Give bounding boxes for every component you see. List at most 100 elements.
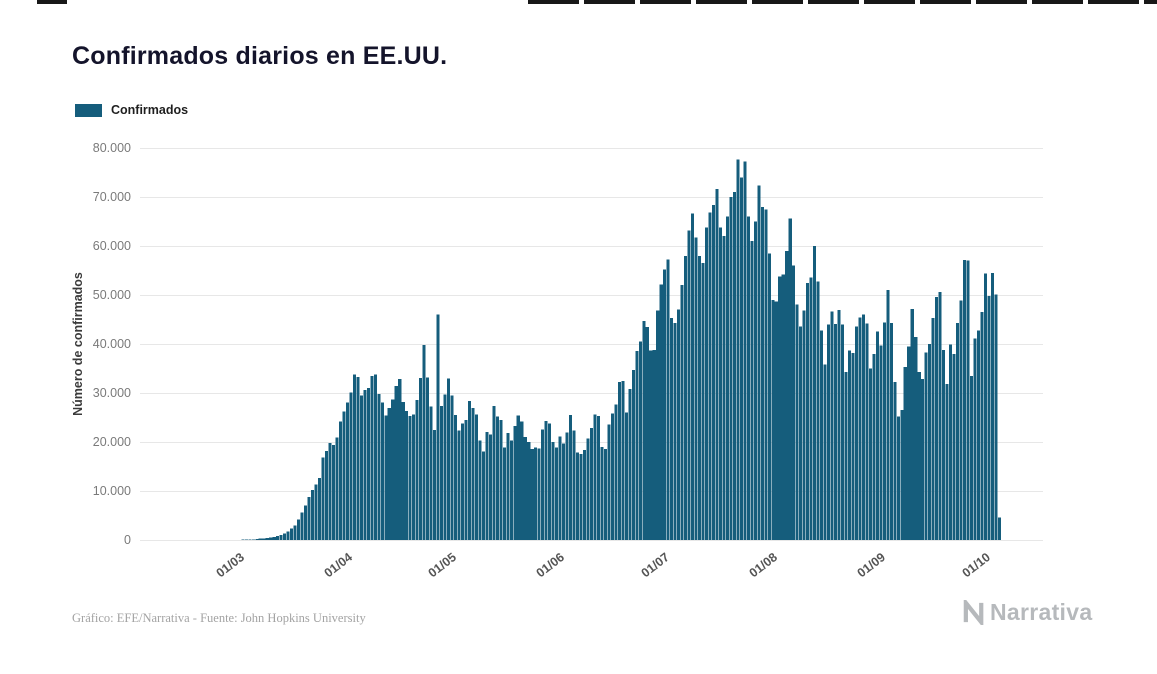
bar [718, 227, 723, 540]
legend-label: Confirmados [111, 103, 189, 117]
bar [290, 528, 294, 540]
bar [610, 413, 614, 540]
x-tick-label: 01/08 [746, 550, 780, 581]
bar [419, 377, 423, 540]
bar [879, 345, 883, 540]
bar [980, 312, 984, 540]
bar [736, 159, 740, 540]
top-edge-artifact [37, 0, 67, 4]
x-tick-label: 01/06 [533, 550, 568, 581]
bar [307, 496, 311, 540]
bar [460, 423, 465, 540]
bar [569, 415, 573, 540]
bar [262, 538, 266, 540]
bar [586, 438, 590, 540]
y-tick-label: 80.000 [92, 141, 131, 155]
bar [624, 412, 628, 540]
bar [882, 322, 886, 540]
bar [516, 415, 520, 540]
bar [680, 285, 684, 540]
x-axis-tick-labels: 01/03 01/04 01/05 01/06 01/07 01/08 01/09 01/10 [140, 540, 1043, 602]
bar [481, 451, 485, 540]
bar [363, 390, 367, 540]
bar [457, 430, 461, 540]
bar [520, 421, 524, 540]
bar [663, 269, 667, 540]
x-tick-label: 01/05 [425, 550, 460, 581]
bar [705, 227, 709, 540]
y-tick-label: 30.000 [92, 386, 131, 400]
bar [426, 377, 430, 540]
bar [907, 346, 911, 540]
bar [593, 414, 597, 540]
bar [806, 282, 810, 540]
bar [990, 272, 994, 540]
bar [767, 253, 771, 540]
bar [802, 310, 806, 540]
bar [910, 309, 914, 540]
bar [513, 425, 517, 540]
bar [628, 389, 632, 540]
bar [380, 402, 384, 540]
bar [670, 318, 674, 540]
bar [945, 384, 949, 540]
brand-wordmark: Narrativa [990, 599, 1093, 625]
bar [293, 525, 297, 540]
bar [349, 392, 353, 540]
bar [589, 427, 594, 540]
y-tick-label: 0 [124, 533, 131, 547]
bar [854, 326, 859, 540]
bar [276, 536, 280, 540]
bar [959, 300, 963, 540]
plot-area [140, 148, 1043, 541]
bar [534, 447, 538, 540]
x-tick-label: 01/03 [213, 550, 247, 581]
bar [537, 448, 541, 540]
bar [408, 416, 412, 540]
bar [286, 531, 290, 540]
gridline [140, 246, 1043, 247]
gridline [140, 540, 1043, 541]
bar [265, 537, 269, 540]
bar [318, 477, 322, 540]
bar [502, 447, 506, 540]
bar [387, 408, 391, 540]
bar [297, 519, 301, 540]
chart-title: Confirmados diarios en EE.UU. [72, 42, 448, 70]
bar [248, 539, 252, 540]
bar [328, 442, 332, 540]
gridline [140, 344, 1043, 345]
bar [447, 378, 451, 540]
bar [582, 449, 587, 540]
x-tick-label: 01/09 [854, 550, 889, 581]
bar [858, 317, 862, 540]
bar [952, 353, 956, 540]
bar [732, 192, 736, 540]
bar [827, 324, 831, 540]
bar [785, 250, 789, 540]
bar [809, 277, 813, 540]
bar [272, 536, 276, 540]
bar [746, 216, 750, 540]
bar [725, 216, 730, 540]
bar [722, 236, 726, 540]
bar [872, 353, 876, 540]
bar [820, 330, 824, 540]
bar [251, 539, 255, 540]
bar [607, 424, 611, 540]
bar [847, 350, 852, 540]
bar [900, 410, 904, 540]
bar [366, 388, 370, 540]
bar [896, 416, 900, 540]
bar [816, 281, 820, 540]
bar [840, 324, 845, 540]
gridline [140, 393, 1043, 394]
bar [562, 443, 566, 540]
bar [659, 284, 663, 540]
bar [642, 320, 646, 540]
bar [694, 237, 698, 540]
bar [760, 206, 764, 540]
bar [464, 419, 468, 540]
bar [963, 260, 967, 540]
bar [495, 416, 499, 540]
